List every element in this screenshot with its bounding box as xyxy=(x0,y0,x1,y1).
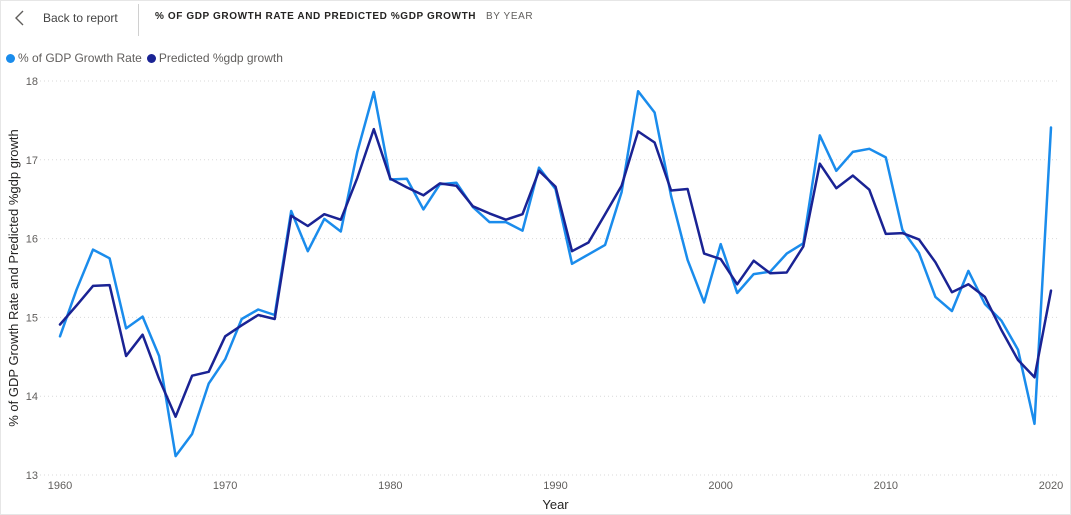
legend-marker-predicted-gdp-growth xyxy=(146,53,156,63)
back-to-report-label: Back to report xyxy=(43,11,118,25)
y-axis: 13 14 15 16 17 18 xyxy=(26,76,38,482)
visual-header: Back to report % OF GDP GROWTH RATE AND … xyxy=(0,0,1071,36)
gridlines xyxy=(40,80,1059,476)
chevron-left-icon xyxy=(12,9,30,27)
x-tick-label: 2000 xyxy=(708,480,732,492)
y-tick-label: 13 xyxy=(26,470,38,482)
x-tick-label: 1990 xyxy=(543,480,567,492)
y-tick-label: 16 xyxy=(26,234,38,246)
x-axis: 1960 1970 1980 1990 2000 2010 2020 xyxy=(48,480,1063,492)
y-tick-label: 17 xyxy=(26,155,38,167)
x-tick-label: 2010 xyxy=(874,480,898,492)
x-tick-label: 1970 xyxy=(213,480,237,492)
drill-level-label[interactable]: BY YEAR xyxy=(486,11,534,22)
x-tick-label: 1980 xyxy=(378,480,402,492)
y-tick-label: 15 xyxy=(26,312,38,324)
x-tick-label: 2020 xyxy=(1039,480,1063,492)
back-to-report-button[interactable]: Back to report xyxy=(12,6,118,30)
header-divider xyxy=(138,4,139,36)
series-line-predicted-gdp-growth[interactable] xyxy=(58,127,1053,418)
legend-label-gdp-growth-rate: % of GDP Growth Rate xyxy=(18,51,142,65)
chart-legend: % of GDP Growth Rate Predicted %gdp grow… xyxy=(6,50,288,66)
y-tick-label: 14 xyxy=(26,391,38,403)
visual-title: % OF GDP GROWTH RATE AND PREDICTED %GDP … xyxy=(155,11,477,22)
x-tick-label: 1960 xyxy=(48,480,72,492)
y-axis-title: % of GDP Growth Rate and Predicted %gdp … xyxy=(6,129,21,426)
plot-area[interactable] xyxy=(58,89,1053,458)
legend-item-predicted-gdp-growth[interactable]: Predicted %gdp growth xyxy=(146,51,283,65)
legend-marker-gdp-growth-rate xyxy=(6,53,15,63)
x-axis-title: Year xyxy=(542,497,569,512)
legend-item-gdp-growth-rate[interactable]: % of GDP Growth Rate xyxy=(6,51,142,65)
legend-label-predicted-gdp-growth: Predicted %gdp growth xyxy=(158,51,283,65)
y-tick-label: 18 xyxy=(26,76,38,88)
series-line-gdp-growth-rate[interactable] xyxy=(58,89,1053,458)
